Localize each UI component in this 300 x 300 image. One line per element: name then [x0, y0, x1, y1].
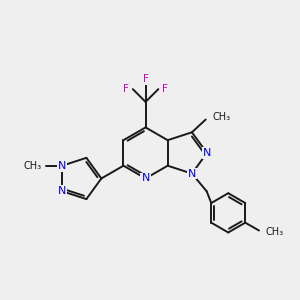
Text: N: N: [141, 173, 150, 184]
Text: F: F: [123, 84, 129, 94]
Text: N: N: [58, 186, 66, 196]
Text: F: F: [162, 84, 168, 94]
Text: CH₃: CH₃: [212, 112, 231, 122]
Text: CH₃: CH₃: [266, 227, 284, 238]
Text: F: F: [142, 74, 148, 84]
Text: N: N: [203, 148, 211, 158]
Text: CH₃: CH₃: [23, 161, 41, 171]
Text: N: N: [188, 169, 196, 178]
Text: N: N: [58, 161, 66, 171]
